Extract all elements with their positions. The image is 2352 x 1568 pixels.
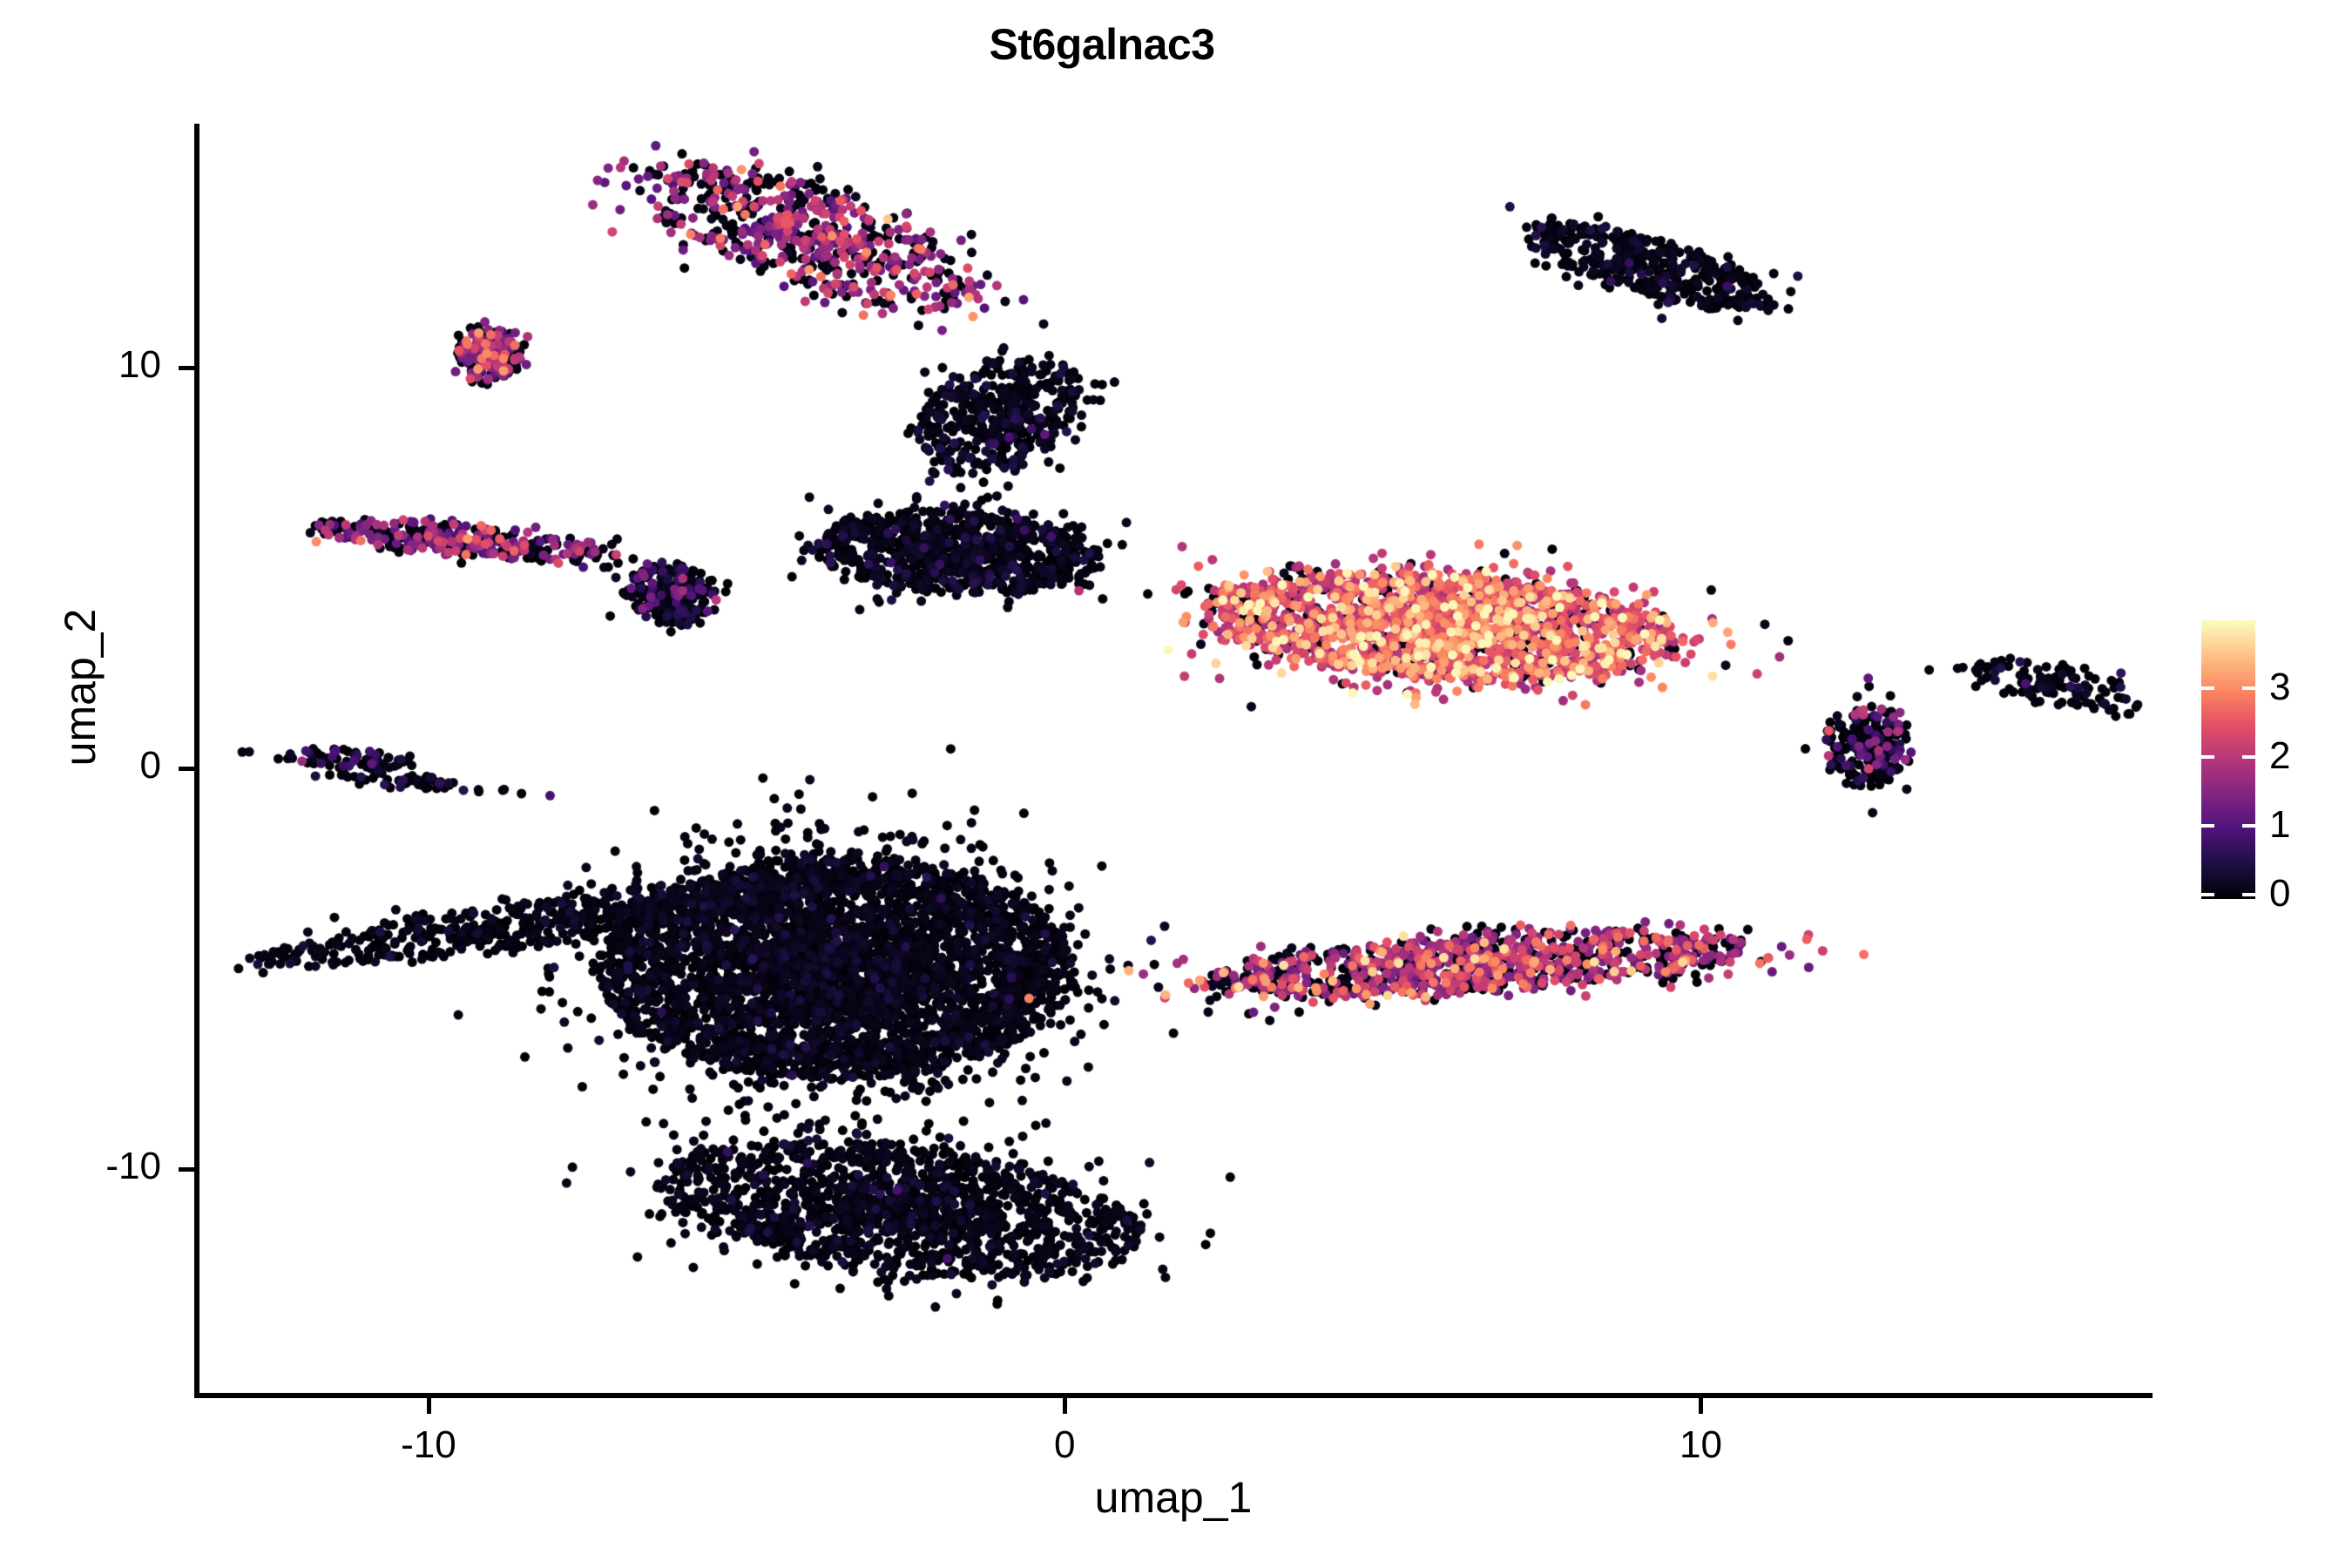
x-tick-mark [426, 1398, 431, 1414]
y-tick-label: 0 [139, 743, 161, 787]
colorbar-label-0: 0 [2269, 872, 2291, 915]
colorbar-legend: 3 2 1 0 [2201, 620, 2341, 913]
colorbar-tick-1 [2201, 824, 2255, 828]
colorbar-tick-3 [2201, 686, 2255, 690]
y-tick-mark [179, 366, 194, 371]
x-tick-mark [1063, 1398, 1068, 1414]
page-title: St6galnac3 [989, 20, 1215, 69]
colorbar-gradient [2201, 620, 2255, 899]
y-tick-mark [179, 766, 194, 771]
x-tick-label: 0 [1053, 1423, 1076, 1466]
y-tick-label: -10 [105, 1144, 161, 1187]
colorbar-tick-2 [2201, 755, 2255, 759]
colorbar-label-1: 1 [2269, 803, 2291, 846]
colorbar-label-3: 3 [2269, 666, 2291, 708]
x-tick-label: 10 [1680, 1423, 1722, 1466]
colorbar-label-2: 2 [2269, 734, 2291, 777]
x-axis-line [194, 1393, 2153, 1398]
y-axis-title: umap_2 [56, 608, 105, 767]
y-tick-mark [179, 1166, 194, 1172]
y-tick-label: 10 [118, 343, 161, 387]
x-axis-title: umap_1 [1094, 1473, 1253, 1522]
x-tick-label: -10 [401, 1423, 456, 1466]
scatter-plot-area [199, 124, 2153, 1393]
y-axis-line [194, 124, 199, 1398]
colorbar-tick-0 [2201, 893, 2255, 896]
x-tick-mark [1699, 1398, 1704, 1414]
